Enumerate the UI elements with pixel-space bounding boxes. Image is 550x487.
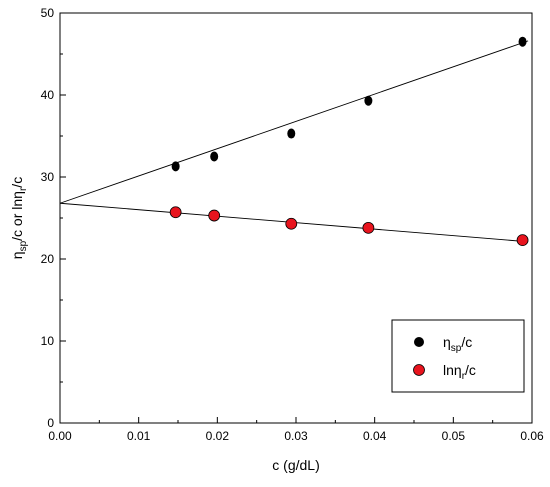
point-eta-sp	[210, 151, 219, 162]
y-title-part1-sub: sp	[18, 240, 29, 251]
point-eta-sp	[518, 36, 527, 47]
y-tick-label: 10	[41, 334, 55, 348]
legend-1-tail: /c	[465, 362, 476, 378]
legend-box	[391, 319, 525, 393]
legend: ηsp/c lnηr/c	[391, 319, 525, 393]
y-tick-label: 20	[41, 252, 55, 266]
legend-label-eta-sp: ηsp/c	[443, 334, 472, 354]
point-ln-eta-r	[169, 206, 182, 219]
y-tick-label: 50	[41, 6, 55, 20]
y-title-part1-base: η	[9, 251, 25, 259]
legend-1-sub: r	[462, 371, 466, 382]
x-tick-label: 0.05	[442, 429, 466, 443]
point-eta-sp	[171, 161, 180, 172]
point-eta-sp	[364, 95, 373, 106]
point-ln-eta-r	[285, 217, 298, 230]
y-title-connector: or	[9, 213, 25, 226]
y-title-part2-base: lnη	[9, 191, 25, 210]
x-tick-label: 0.00	[48, 429, 72, 443]
y-axis-title: ηsp/c or lnηr/c	[9, 177, 29, 259]
y-title-part1-tail: /c	[9, 230, 25, 241]
legend-0-tail: /c	[461, 334, 472, 350]
x-tick-label: 0.04	[363, 429, 387, 443]
point-ln-eta-r	[362, 221, 375, 234]
x-tick-label: 0.01	[127, 429, 151, 443]
legend-0-sub: sp	[451, 343, 462, 354]
y-tick-label: 30	[41, 170, 55, 184]
legend-marker-eta-sp	[414, 337, 424, 347]
point-eta-sp	[287, 128, 296, 139]
y-title-part2-tail: /c	[9, 177, 25, 188]
tick-labels: 0.00 0.01 0.02 0.03 0.04 0.05 0.06 0 10 20 30 40 50	[41, 6, 544, 443]
axis-ticks	[59, 12, 533, 424]
legend-label-ln-eta-r: lnηr/c	[443, 362, 476, 382]
x-tick-label: 0.03	[284, 429, 308, 443]
fit-lines	[59, 40, 529, 243]
x-tick-label: 0.06	[520, 429, 544, 443]
point-ln-eta-r	[208, 209, 221, 222]
legend-1-base: lnη	[443, 362, 462, 378]
fit-line-series-0	[59, 40, 529, 204]
y-tick-label: 0	[47, 416, 54, 430]
legend-marker-ln-eta-r	[413, 364, 425, 376]
y-tick-label: 40	[41, 88, 55, 102]
y-title-part2-sub: r	[18, 187, 29, 191]
x-tick-label: 0.02	[206, 429, 230, 443]
data-points	[169, 36, 529, 247]
x-axis-title: c (g/dL)	[272, 457, 319, 473]
legend-0-base: η	[443, 334, 451, 350]
point-ln-eta-r	[516, 234, 529, 247]
